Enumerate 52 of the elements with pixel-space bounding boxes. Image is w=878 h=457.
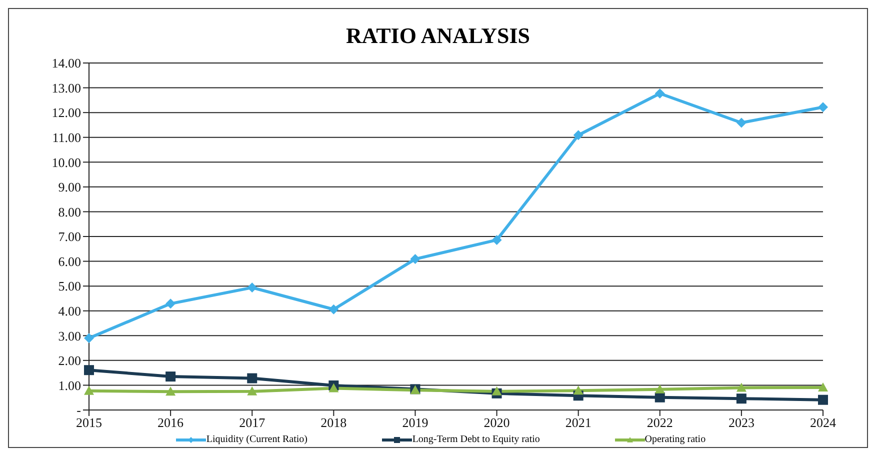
point [84,365,94,376]
y-tick-label: 12.00 [52,105,81,120]
point [573,386,584,395]
point [573,130,584,140]
x-tick-label: 2019 [402,415,428,430]
y-tick-label: 4.00 [58,303,81,318]
chart-title: RATIO ANALYSIS [344,22,531,50]
point [492,234,502,245]
point [654,384,665,394]
point [247,373,258,384]
x-tick-label: 2016 [158,415,184,430]
x-tick-label: 2023 [728,415,754,430]
point [328,304,339,314]
point [328,383,339,392]
y-tick-label: 7.00 [58,229,81,244]
y-tick-label: 6.00 [58,254,81,269]
y-tick-label: 11.00 [52,130,81,145]
point [410,254,420,264]
x-tick-label: 2022 [646,415,673,430]
y-tick-label: 2.00 [58,353,81,368]
y-tick-label: 9.00 [58,180,81,195]
y-tick-label: 10.00 [52,154,81,170]
x-tick-label: 2017 [239,415,266,430]
point [654,88,665,98]
point [247,282,258,293]
x-tick-label: 2024 [810,415,836,430]
y-tick-label: 14.00 [52,56,81,71]
point [736,394,746,404]
point [247,386,258,396]
y-tick-label: 8.00 [58,204,81,220]
point [166,386,176,396]
legend-label: Liquidity (Current Ratio) [206,434,308,445]
point [166,298,176,309]
y-tick-label: 1.00 [58,378,81,393]
y-tick-label: 5.00 [58,278,81,294]
point [818,102,828,112]
y-tick-label: - [76,402,81,418]
point [736,382,746,392]
x-tick-label: 2015 [76,415,102,430]
x-tick-label: 2020 [484,415,510,430]
point [166,372,176,382]
point [818,382,828,392]
point [492,386,502,396]
x-tick-label: 2018 [320,415,347,430]
legend-label: Operating ratio [644,434,706,445]
x-tick-label: 2021 [565,415,592,430]
point [818,394,828,405]
y-tick-label: 3.00 [58,328,81,344]
point [736,118,746,128]
legend-label: Long-Term Debt to Equity ratio [412,434,540,445]
y-tick-label: 13.00 [52,80,81,96]
point [654,392,665,402]
